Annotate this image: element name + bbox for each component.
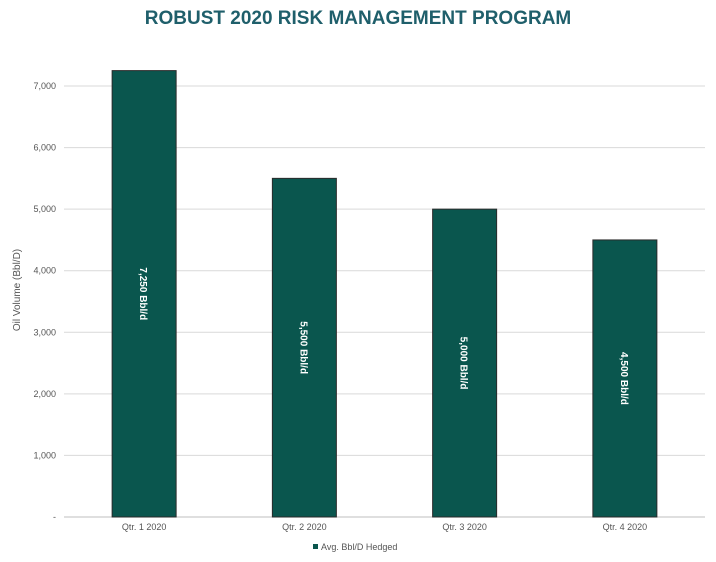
bar-data-label: 5,500 Bbl/d <box>297 321 308 374</box>
y-tick-label: 5,000 <box>33 204 56 214</box>
y-tick-label: 1,000 <box>33 450 56 460</box>
y-tick-label: 2,000 <box>33 389 56 399</box>
legend-label: Avg. Bbl/D Hedged <box>321 542 397 552</box>
y-axis-label: Oil Volume (Bbl/D) <box>12 249 23 331</box>
x-tick-label: Qtr. 3 2020 <box>442 522 487 532</box>
y-tick-label: 6,000 <box>33 143 56 153</box>
bar-data-label: 7,250 Bbl/d <box>137 267 148 320</box>
y-tick-label: 7,000 <box>33 81 56 91</box>
bar <box>271 177 337 518</box>
bar-data-label: 5,000 Bbl/d <box>458 337 469 390</box>
x-tick-label: Qtr. 1 2020 <box>122 522 167 532</box>
x-tick-label: Qtr. 2 2020 <box>282 522 327 532</box>
y-axis-ticks: - 1,000 2,000 3,000 4,000 5,000 6,000 7,000 <box>33 81 56 522</box>
x-tick-label: Qtr. 4 2020 <box>603 522 648 532</box>
legend-swatch <box>313 544 318 549</box>
y-tick-label: 3,000 <box>33 327 56 337</box>
y-tick-label: - <box>53 512 56 522</box>
bar <box>111 70 177 518</box>
x-axis-ticks: Qtr. 1 2020 Qtr. 2 2020 Qtr. 3 2020 Qtr. 4 … <box>122 522 647 532</box>
bar <box>592 239 658 518</box>
bar-data-label: 4,500 Bbl/d <box>618 352 629 405</box>
bar <box>432 208 498 518</box>
bars: 7,250 Bbl/d 5,500 Bbl/d 5,000 Bbl/d 4,500 B… <box>111 70 658 518</box>
legend: Avg. Bbl/D Hedged <box>313 542 397 552</box>
chart-title: ROBUST 2020 RISK MANAGEMENT PROGRAM <box>144 8 572 29</box>
y-tick-label: 4,000 <box>33 266 56 276</box>
